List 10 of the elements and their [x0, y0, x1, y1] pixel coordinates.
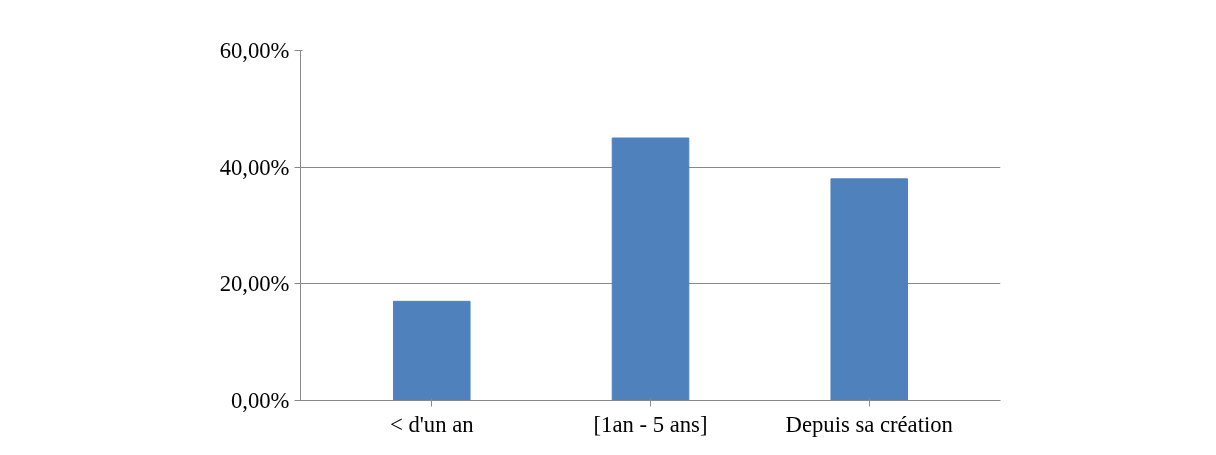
x-tick-label: [1an - 5 ans]	[593, 411, 708, 437]
y-tick-label: 60,00%	[219, 38, 290, 63]
bar	[830, 178, 909, 401]
x-tick-label: Depuis sa création	[785, 411, 953, 437]
bar	[611, 137, 690, 401]
y-tick-label: 20,00%	[219, 271, 290, 297]
bar	[392, 300, 471, 401]
x-tick-label: < d'un an	[389, 411, 474, 437]
y-tick-label: 40,00%	[219, 154, 290, 180]
y-tick-label: 0,00%	[230, 388, 290, 413]
